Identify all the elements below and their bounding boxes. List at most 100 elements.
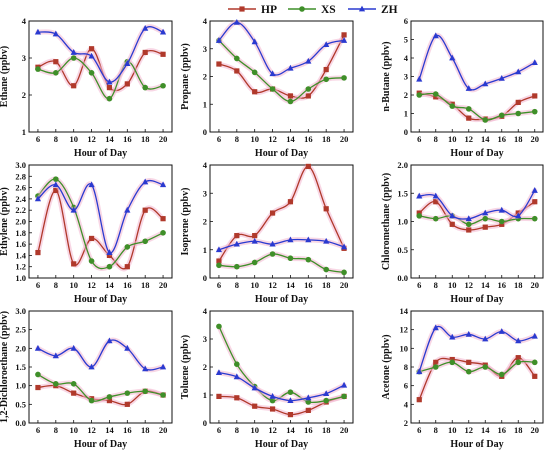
data-point-hp bbox=[515, 355, 521, 361]
y-axis-label: Acetone (ppbv) bbox=[381, 334, 392, 399]
data-point-xs bbox=[53, 70, 59, 76]
y-axis-label: Isoprene (ppbv) bbox=[180, 188, 191, 256]
data-point-zh bbox=[52, 352, 59, 359]
data-point-hp bbox=[416, 210, 422, 216]
data-point-hp bbox=[88, 235, 95, 242]
data-point-zh bbox=[449, 54, 456, 61]
data-point-hp bbox=[482, 224, 488, 230]
data-point-xs bbox=[531, 359, 538, 366]
data-point-zh bbox=[269, 393, 276, 399]
data-point-zh bbox=[482, 80, 489, 87]
legend-marker-xs bbox=[299, 6, 305, 12]
x-tick-label: 10 bbox=[69, 280, 78, 290]
data-point-zh bbox=[449, 212, 456, 219]
data-point-zh bbox=[416, 192, 423, 199]
y-tick-label: 4 bbox=[404, 399, 409, 409]
data-point-xs bbox=[53, 381, 59, 387]
data-point-xs bbox=[416, 92, 423, 98]
y-axis-label: 1,2-Dichloroethane (ppbv) bbox=[0, 311, 10, 423]
y-tick-label: 2 bbox=[203, 362, 207, 372]
x-tick-label: 6 bbox=[417, 134, 421, 144]
data-point-zh bbox=[34, 344, 42, 351]
y-tick-label: 1.8 bbox=[15, 228, 26, 238]
data-point-zh bbox=[432, 192, 439, 199]
y-tick-label: 2.4 bbox=[15, 194, 26, 204]
data-point-xs bbox=[465, 221, 472, 228]
x-tick-label: 10 bbox=[250, 280, 259, 290]
x-tick-label: 8 bbox=[434, 280, 438, 290]
x-axis-label: Hour of Day bbox=[450, 439, 503, 450]
x-tick-label: 20 bbox=[340, 280, 349, 290]
data-point-hp bbox=[88, 46, 95, 52]
x-tick-label: 18 bbox=[322, 280, 331, 290]
y-tick-label: 2 bbox=[404, 418, 408, 428]
y-tick-label: 2.2 bbox=[15, 205, 26, 215]
data-point-hp bbox=[142, 49, 148, 56]
data-point-xs bbox=[106, 95, 113, 102]
data-point-zh bbox=[340, 381, 348, 388]
x-tick-label: 18 bbox=[514, 425, 523, 435]
data-point-hp bbox=[106, 252, 113, 258]
x-tick-label: 12 bbox=[268, 134, 277, 144]
y-tick-label: 0.5 bbox=[397, 245, 408, 255]
data-point-xs bbox=[287, 255, 294, 262]
x-tick-label: 20 bbox=[340, 425, 349, 435]
x-tick-label: 14 bbox=[481, 425, 490, 435]
data-point-xs bbox=[323, 76, 329, 83]
x-tick-label: 16 bbox=[123, 425, 132, 435]
data-point-zh bbox=[287, 64, 294, 71]
data-point-hp bbox=[305, 407, 311, 413]
y-tick-label: 0 bbox=[203, 418, 207, 428]
data-point-hp bbox=[515, 99, 521, 105]
y-tick-label: 1.0 bbox=[15, 381, 26, 391]
data-point-zh bbox=[531, 332, 538, 339]
x-tick-label: 16 bbox=[498, 280, 507, 290]
x-tick-label: 12 bbox=[87, 134, 96, 144]
y-axis-label: Chloromethane (ppbv) bbox=[381, 173, 392, 270]
x-tick-label: 10 bbox=[448, 134, 457, 144]
data-point-hp bbox=[216, 393, 222, 399]
data-point-zh bbox=[233, 373, 240, 380]
data-point-xs bbox=[234, 263, 240, 270]
x-tick-label: 10 bbox=[69, 134, 78, 144]
y-tick-label: 1 bbox=[203, 390, 207, 400]
x-tick-label: 12 bbox=[87, 425, 96, 435]
data-point-zh bbox=[124, 206, 131, 213]
x-tick-label: 8 bbox=[54, 134, 58, 144]
data-point-xs bbox=[251, 69, 258, 76]
data-point-xs bbox=[160, 82, 166, 89]
data-point-xs bbox=[216, 262, 222, 269]
data-point-xs bbox=[531, 108, 538, 115]
y-tick-label: 14 bbox=[400, 306, 409, 316]
x-tick-label: 6 bbox=[36, 425, 40, 435]
series-halo-hp bbox=[216, 163, 347, 264]
data-point-zh bbox=[482, 335, 489, 342]
data-point-zh bbox=[498, 74, 505, 81]
x-tick-label: 10 bbox=[69, 425, 78, 435]
data-point-xs bbox=[234, 361, 240, 368]
y-tick-label: 1.5 bbox=[397, 188, 408, 198]
data-point-zh bbox=[142, 178, 149, 185]
y-tick-label: 2.6 bbox=[15, 183, 26, 193]
data-point-zh bbox=[531, 59, 538, 66]
data-point-zh bbox=[323, 41, 330, 47]
x-tick-label: 18 bbox=[514, 280, 523, 290]
x-tick-label: 18 bbox=[322, 425, 331, 435]
y-tick-label: 1 bbox=[203, 99, 207, 109]
data-point-zh bbox=[251, 38, 258, 45]
y-tick-label: 1.0 bbox=[15, 273, 26, 283]
data-point-xs bbox=[482, 364, 489, 370]
x-tick-label: 14 bbox=[286, 425, 295, 435]
data-point-xs bbox=[251, 259, 258, 266]
x-tick-label: 20 bbox=[531, 280, 540, 290]
data-point-zh bbox=[323, 237, 330, 244]
data-point-hp bbox=[466, 115, 472, 121]
y-tick-label: 2 bbox=[404, 90, 408, 100]
data-point-xs bbox=[482, 117, 489, 123]
data-point-zh bbox=[34, 28, 42, 35]
data-point-zh bbox=[52, 30, 59, 37]
x-tick-label: 8 bbox=[54, 280, 58, 290]
data-point-hp bbox=[71, 83, 77, 89]
x-axis-label: Hour of Day bbox=[74, 294, 127, 305]
